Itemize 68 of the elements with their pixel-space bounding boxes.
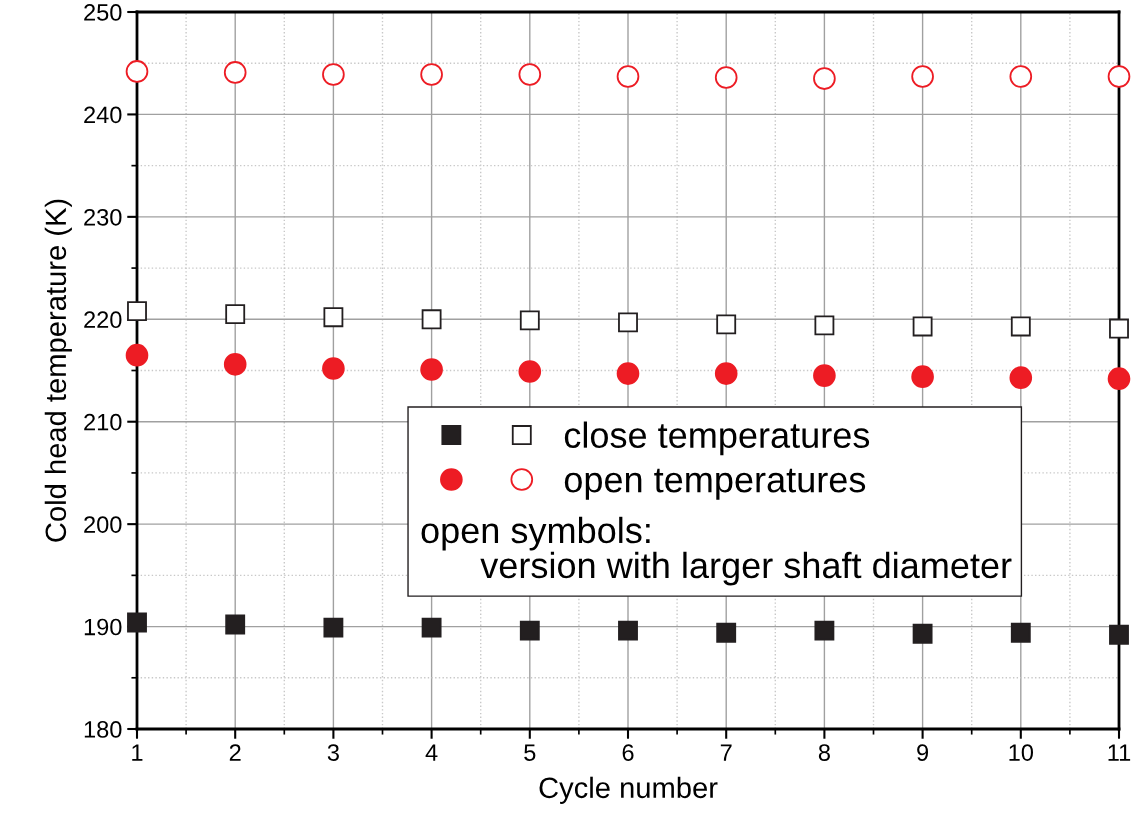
point: [814, 620, 835, 641]
point: [223, 353, 247, 376]
point: [1009, 366, 1033, 389]
point: [716, 314, 737, 335]
point: [1009, 65, 1033, 88]
point: [911, 365, 934, 388]
point: [716, 622, 737, 643]
x-tick-label: 6: [622, 744, 634, 761]
x-tick-label: 2: [229, 744, 241, 761]
y-tick-label: 210: [84, 413, 122, 431]
point: [618, 620, 638, 641]
point: [1010, 316, 1031, 337]
point: [127, 612, 147, 633]
point: [616, 65, 640, 88]
annotation: open symbols: version with larger shaft diameter: [421, 516, 1012, 586]
point: [223, 61, 247, 84]
point: [420, 358, 443, 381]
point: [1107, 367, 1131, 391]
point: [813, 364, 836, 387]
point: [1107, 65, 1131, 88]
point: [322, 357, 345, 380]
point: [714, 66, 738, 89]
x-tick-label: 8: [818, 744, 830, 761]
point: [225, 304, 246, 325]
point: [618, 312, 638, 333]
x-tick-label: 11: [1108, 744, 1131, 761]
x-tick-label: 7: [720, 744, 732, 761]
point: [518, 63, 542, 86]
y-tick-label: 240: [84, 106, 122, 124]
y-tick-label: 220: [84, 311, 122, 329]
y-tick-label: 230: [84, 208, 122, 226]
point: [814, 315, 835, 336]
y-tick-label: 180: [84, 721, 122, 738]
point: [125, 343, 149, 367]
point: [813, 67, 836, 90]
point: [912, 623, 933, 644]
point: [912, 316, 933, 337]
point: [714, 362, 738, 385]
y-axis-title: Cold head temperature (K): [44, 199, 72, 542]
point: [127, 301, 147, 322]
legend-label: close temperatures: [564, 421, 870, 456]
x-tick-label: 1: [132, 744, 143, 761]
x-tick-label: 9: [917, 744, 929, 761]
point: [519, 310, 540, 331]
legend-label: open temperatures: [564, 468, 866, 500]
x-axis-title: Cycle number: [539, 776, 718, 804]
point: [421, 617, 442, 638]
point: [323, 617, 344, 638]
point: [421, 309, 442, 330]
point: [420, 63, 443, 86]
point: [518, 360, 542, 383]
x-tick-label: 5: [524, 744, 536, 761]
y-tick-label: 200: [84, 516, 122, 533]
x-tick-label: 3: [327, 744, 339, 761]
x-tick-label: 10: [1009, 744, 1034, 761]
y-tick-label: 250: [84, 4, 122, 21]
point: [1109, 318, 1129, 339]
point: [323, 307, 344, 328]
point: [225, 614, 246, 635]
point: [616, 362, 640, 385]
point: [322, 63, 345, 86]
point: [911, 65, 934, 88]
point: [1109, 624, 1129, 645]
point: [519, 620, 540, 641]
x-tick-label: 4: [425, 744, 438, 761]
y-tick-label: 190: [84, 618, 122, 636]
point: [1010, 622, 1031, 643]
point: [125, 60, 149, 83]
